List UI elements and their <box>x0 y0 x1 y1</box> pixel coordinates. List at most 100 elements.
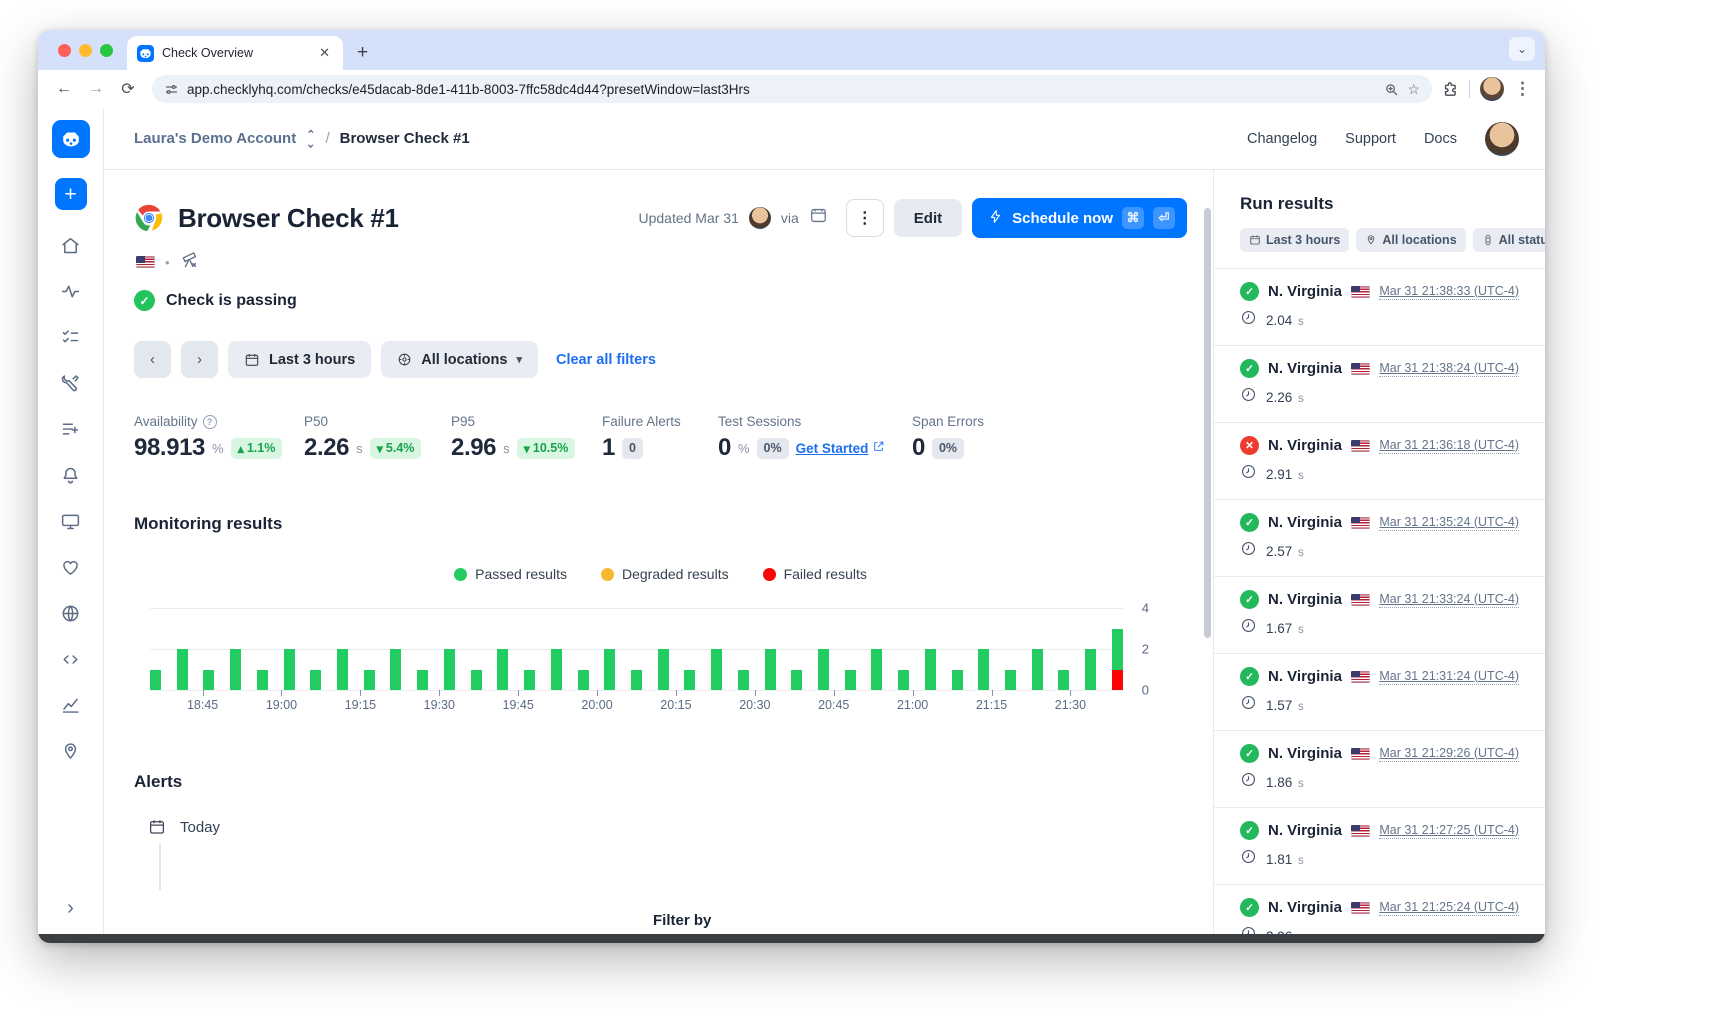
run-timestamp-link[interactable]: Mar 31 21:31:24 (UTC-4) <box>1379 668 1519 685</box>
run-timestamp-link[interactable]: Mar 31 21:33:24 (UTC-4) <box>1379 591 1519 608</box>
run-duration: 2.96 <box>1266 929 1296 935</box>
more-actions-button[interactable]: ⋮ <box>845 199 884 237</box>
time-forward-button[interactable]: › <box>181 341 218 378</box>
extensions-icon[interactable] <box>1442 81 1459 98</box>
maintenance-tools-icon[interactable] <box>54 366 88 400</box>
clock-icon <box>1240 771 1257 793</box>
minimize-window-button[interactable] <box>79 43 92 57</box>
tab-search-chevron-icon[interactable]: ⌄ <box>1509 37 1535 61</box>
help-icon[interactable]: ? <box>202 414 217 429</box>
stat-availability: Availability? 98.913% ▴ 1.1% <box>134 414 304 462</box>
chrome-profile-avatar[interactable] <box>1480 77 1504 101</box>
run-timestamp-link[interactable]: Mar 31 21:29:26 (UTC-4) <box>1379 745 1519 762</box>
run-timestamp-link[interactable]: Mar 31 21:38:33 (UTC-4) <box>1379 283 1519 300</box>
run-result-row[interactable]: ✓ N. Virginia Mar 31 21:31:24 (UTC-4) <box>1214 653 1545 730</box>
main-scrollbar[interactable] <box>1204 208 1211 638</box>
status-pages-heart-icon[interactable] <box>54 550 88 584</box>
list-add-icon[interactable] <box>54 412 88 446</box>
nav-docs[interactable]: Docs <box>1423 130 1457 147</box>
run-result-row[interactable]: ✓ N. Virginia Mar 31 21:25:24 (UTC-4) <box>1214 884 1545 934</box>
x-tick-label: 21:30 <box>1054 698 1087 712</box>
time-back-button[interactable]: ‹ <box>134 341 171 378</box>
run-result-row[interactable]: ✓ N. Virginia Mar 31 21:29:26 (UTC-4) <box>1214 730 1545 807</box>
zoom-page-icon[interactable] <box>1384 82 1399 97</box>
reload-button[interactable]: ⟳ <box>121 81 135 98</box>
account-switch-icon[interactable]: ⌃ ⌃ <box>306 128 316 149</box>
back-button[interactable]: ← <box>56 80 72 97</box>
tab-strip: Check Overview ✕ + ⌄ <box>38 30 1545 70</box>
user-avatar[interactable] <box>1485 121 1519 156</box>
x-tick-label: 19:30 <box>423 698 455 712</box>
run-timestamp-link[interactable]: Mar 31 21:35:24 (UTC-4) <box>1379 514 1519 531</box>
status-traffic-icon <box>1485 235 1491 245</box>
run-duration-unit: s <box>1298 700 1304 713</box>
x-tick-label: 20:00 <box>581 698 613 712</box>
run-duration: 1.57 <box>1266 697 1297 713</box>
run-timestamp-link[interactable]: Mar 31 21:36:18 (UTC-4) <box>1379 437 1519 454</box>
account-switcher[interactable]: Laura's Demo Account <box>134 130 297 147</box>
run-timestamp-link[interactable]: Mar 31 21:38:24 (UTC-4) <box>1379 360 1519 377</box>
chrome-menu-icon[interactable]: ⋮ <box>1514 79 1531 98</box>
run-result-row[interactable]: ✓ N. Virginia Mar 31 21:33:24 (UTC-4) <box>1214 576 1545 653</box>
run-timestamp-link[interactable]: Mar 31 21:27:25 (UTC-4) <box>1379 822 1519 839</box>
time-range-filter[interactable]: Last 3 hours <box>228 341 372 378</box>
us-flag-icon <box>1350 439 1370 452</box>
cmd-keycap: ⌘ <box>1122 207 1144 229</box>
updated-label: Updated Mar 31 <box>638 210 739 226</box>
run-result-row[interactable]: ✓ N. Virginia Mar 31 21:27:25 (UTC-4) <box>1214 807 1545 884</box>
edit-button[interactable]: Edit <box>893 199 963 237</box>
alerts-filter-by: Filter by ✕ Failures: 1 0 <box>653 912 913 934</box>
check-overview-main: Browser Check #1 Updated Mar 31 via ⋮ Ed… <box>104 170 1213 934</box>
nav-support[interactable]: Support <box>1345 130 1396 147</box>
home-icon[interactable] <box>54 228 88 262</box>
get-started-link[interactable]: Get Started <box>796 440 886 456</box>
bookmark-star-icon[interactable]: ☆ <box>1407 80 1420 97</box>
clock-icon <box>1240 540 1257 562</box>
run-status-icon: ✓ <box>1240 513 1259 532</box>
run-result-row[interactable]: ✓ N. Virginia Mar 31 21:38:24 (UTC-4) <box>1214 345 1545 422</box>
run-duration: 1.86 <box>1266 774 1297 790</box>
browser-tab[interactable]: Check Overview ✕ <box>127 36 343 70</box>
private-locations-globe-icon[interactable] <box>54 596 88 630</box>
monitoring-chart[interactable]: 4 2 0 <box>150 601 1149 698</box>
location-filter[interactable]: All locations ▾ <box>381 341 538 378</box>
breadcrumb-separator: / <box>325 130 330 147</box>
clear-filters-link[interactable]: Clear all filters <box>555 351 656 368</box>
sidebar-expand-icon[interactable]: › <box>67 897 74 919</box>
checks-list-icon[interactable] <box>54 320 88 354</box>
alerts-bell-icon[interactable] <box>54 458 88 492</box>
run-results-list: ✓ N. Virginia Mar 31 21:38:33 (UTC-4) <box>1214 268 1545 934</box>
run-status-icon: ✓ <box>1240 590 1259 609</box>
nav-changelog[interactable]: Changelog <box>1247 130 1318 147</box>
close-window-button[interactable] <box>58 43 71 57</box>
new-tab-button[interactable]: + <box>357 42 369 63</box>
run-result-row[interactable]: ✕ N. Virginia Mar 31 21:36:18 (UTC-4) <box>1214 422 1545 499</box>
checkly-logo[interactable] <box>51 120 90 158</box>
chip-statuses[interactable]: All statuses <box>1472 228 1545 252</box>
clock-icon <box>1240 463 1257 485</box>
run-timestamp-link[interactable]: Mar 31 21:25:24 (UTC-4) <box>1379 899 1519 916</box>
forward-button[interactable]: → <box>88 80 104 97</box>
stat-p95: P95 2.96 s ▾ 10.5% <box>451 414 602 462</box>
window-bottom-edge <box>38 934 1545 943</box>
lightning-icon <box>988 209 1003 228</box>
locations-pin-icon[interactable] <box>54 734 88 768</box>
address-bar[interactable]: app.checklyhq.com/checks/e45dacab-8de1-4… <box>152 75 1432 103</box>
analytics-chart-icon[interactable] <box>54 688 88 722</box>
site-settings-icon[interactable] <box>164 82 179 97</box>
x-tick-label: 19:15 <box>344 698 377 712</box>
create-check-button[interactable]: + <box>54 178 87 210</box>
trend-badge: ▾ 5.4% <box>369 437 422 459</box>
zoom-window-button[interactable] <box>100 43 113 57</box>
chip-time-range[interactable]: Last 3 hours <box>1240 228 1350 252</box>
schedule-now-button[interactable]: Schedule now ⌘ ⏎ <box>972 198 1187 238</box>
url-text[interactable]: app.checklyhq.com/checks/e45dacab-8de1-4… <box>187 81 750 97</box>
dashboards-monitor-icon[interactable] <box>54 504 88 538</box>
run-result-row[interactable]: ✓ N. Virginia Mar 31 21:35:24 (UTC-4) <box>1214 499 1545 576</box>
activity-icon[interactable] <box>54 274 88 308</box>
tab-close-icon[interactable]: ✕ <box>319 45 330 60</box>
chip-locations[interactable]: All locations <box>1356 228 1466 252</box>
run-result-row[interactable]: ✓ N. Virginia Mar 31 21:38:33 (UTC-4) <box>1214 268 1545 345</box>
chart-bars[interactable] <box>150 608 1123 690</box>
code-snippets-icon[interactable] <box>54 642 88 676</box>
